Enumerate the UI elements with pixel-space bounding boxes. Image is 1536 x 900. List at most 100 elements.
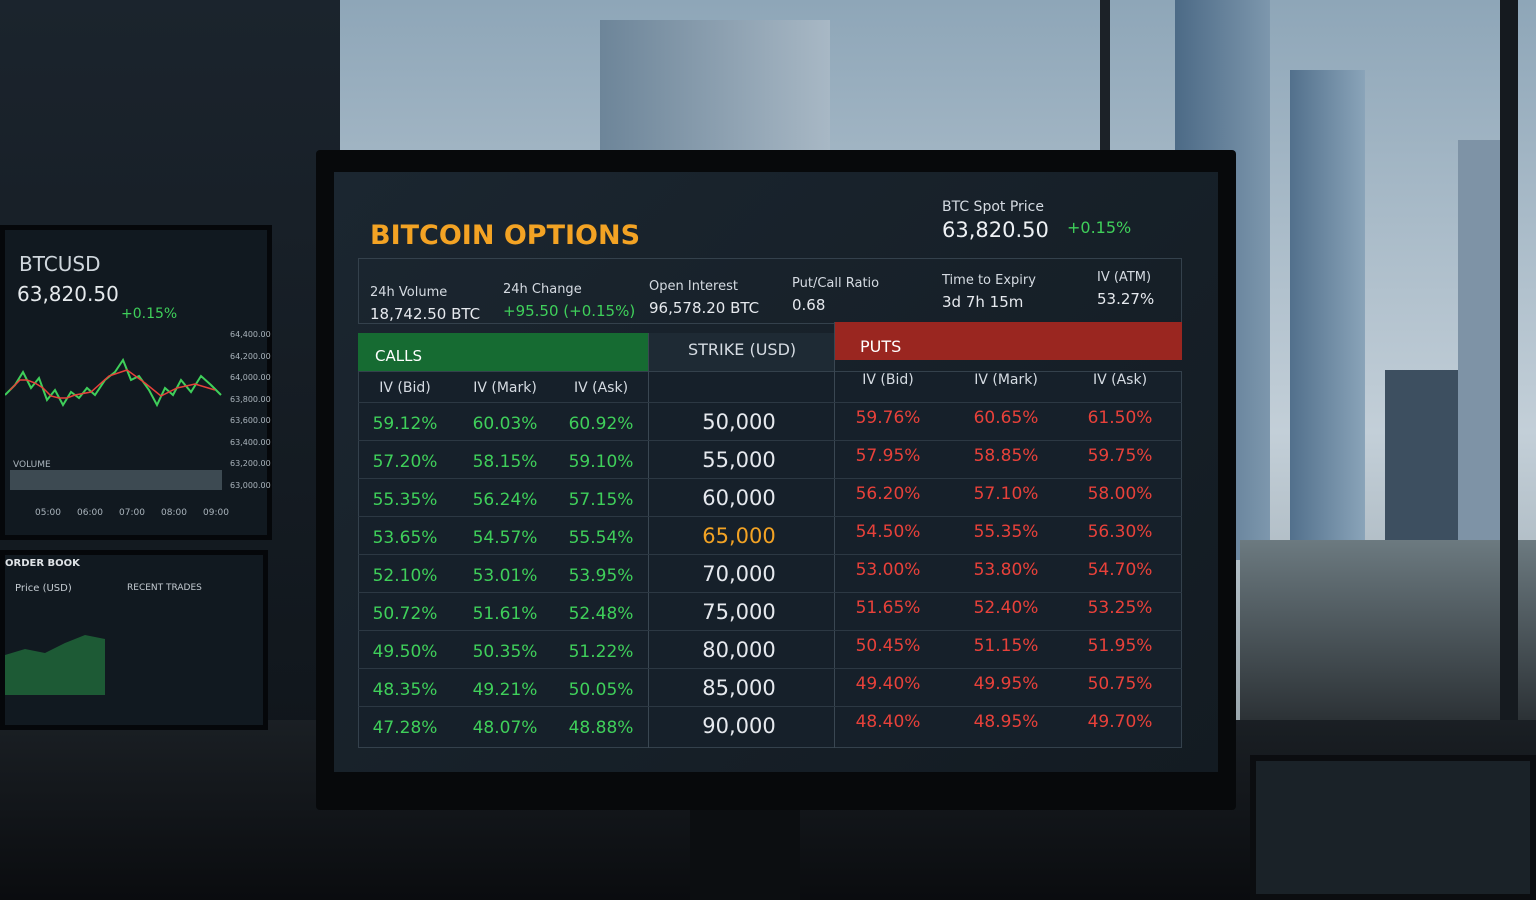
put-iv: 60.65%	[973, 408, 1039, 428]
call-iv: 48.35%	[372, 680, 438, 700]
put-iv: 51.15%	[973, 636, 1039, 656]
put-iv: 54.50%	[855, 522, 921, 542]
price-tick: 63,000.00	[230, 480, 271, 490]
spot-label: BTC Spot Price	[942, 199, 1044, 215]
price-tick: 63,200.00	[230, 459, 271, 468]
recent-trades-title: RECENT TRADES	[127, 583, 202, 593]
call-iv: 50.05%	[568, 680, 634, 700]
call-iv: 51.61%	[472, 604, 538, 624]
put-iv: 51.65%	[855, 598, 921, 618]
call-column-header: IV (Bid)	[379, 380, 431, 396]
price-line-red	[9, 369, 216, 399]
call-iv: 59.10%	[568, 452, 634, 472]
order-book-monitor: ORDER BOOK Price (USD) RECENT TRADES	[0, 550, 268, 730]
time-tick: 05:00	[35, 508, 61, 518]
call-iv: 47.28%	[372, 718, 438, 738]
candles	[5, 357, 222, 490]
order-book-title: ORDER BOOK	[5, 558, 80, 569]
monitor-stand	[690, 800, 800, 900]
call-iv: 50.35%	[472, 642, 538, 662]
depth-area	[5, 635, 105, 695]
time-tick: 09:00	[203, 508, 229, 518]
row-line	[358, 554, 1182, 555]
strike: 70,000	[702, 562, 776, 586]
calls-label: CALLS	[375, 347, 422, 365]
strike: 75,000	[702, 600, 776, 624]
spot-change: +0.15%	[1067, 218, 1132, 237]
puts-label: PUTS	[860, 337, 902, 356]
spot-value: 63,820.50	[942, 218, 1049, 242]
stat-value: +95.50 (+0.15%)	[503, 302, 636, 320]
call-iv: 51.22%	[568, 642, 634, 662]
stats-panel	[358, 258, 1182, 324]
put-iv: 59.75%	[1087, 446, 1153, 466]
put-iv: 53.25%	[1087, 598, 1153, 618]
put-iv: 53.80%	[973, 560, 1039, 580]
time-tick: 08:00	[161, 508, 187, 518]
strike: 90,000	[702, 714, 776, 738]
call-iv: 52.48%	[568, 604, 634, 624]
put-iv: 55.35%	[973, 522, 1039, 542]
call-iv: 60.03%	[472, 414, 538, 434]
put-iv: 59.76%	[855, 408, 921, 428]
call-iv: 60.92%	[568, 414, 634, 434]
window-mullion	[1500, 0, 1518, 720]
call-column-header: IV (Mark)	[473, 380, 537, 396]
put-iv: 56.20%	[855, 484, 921, 504]
building	[1458, 140, 1508, 560]
put-iv: 61.50%	[1087, 408, 1153, 428]
strike-label: STRIKE (USD)	[688, 340, 797, 359]
put-iv: 53.00%	[855, 560, 921, 580]
calls-header	[358, 333, 648, 371]
volume-bars	[10, 470, 222, 490]
divider	[834, 322, 835, 748]
put-column-header: IV (Mark)	[974, 372, 1038, 388]
call-iv: 48.88%	[568, 718, 634, 738]
put-iv: 48.95%	[973, 712, 1039, 732]
city-lower	[1240, 540, 1536, 720]
order-book-price-header: Price (USD)	[15, 583, 72, 594]
put-column-header: IV (Ask)	[1092, 372, 1148, 388]
put-column-header: IV (Bid)	[862, 372, 914, 388]
price-tick: 63,600.00	[230, 416, 271, 425]
price-tick: 63,800.00	[230, 394, 271, 404]
call-iv: 57.15%	[568, 490, 634, 510]
volume-label: VOLUME	[13, 460, 51, 470]
stat-label: 24h Volume	[370, 285, 448, 300]
put-iv: 50.45%	[855, 636, 921, 656]
strike: 50,000	[702, 410, 776, 434]
row-line	[358, 668, 1182, 669]
window-mullion	[1100, 0, 1110, 150]
stat-label: Open Interest	[649, 279, 738, 294]
put-iv: 57.10%	[973, 484, 1039, 504]
price-tick: 64,000.00	[230, 373, 271, 382]
stat-value: 18,742.50 BTC	[370, 305, 481, 323]
stat-label: Time to Expiry	[942, 273, 1036, 288]
strike: 80,000	[702, 638, 776, 662]
stat-value: 0.68	[792, 296, 826, 314]
put-iv: 52.40%	[973, 598, 1039, 618]
put-iv: 48.40%	[855, 712, 921, 732]
put-iv: 54.70%	[1087, 560, 1153, 580]
price: 63,820.50	[17, 282, 119, 306]
time-tick: 06:00	[77, 508, 103, 518]
strike-header	[648, 333, 834, 371]
call-iv: 57.20%	[372, 452, 438, 472]
stat-value: 53.27%	[1097, 290, 1155, 308]
price-tick: 64,200.00	[230, 351, 271, 361]
strike: 85,000	[702, 676, 776, 700]
call-iv: 55.35%	[372, 490, 438, 510]
put-iv: 49.95%	[973, 674, 1039, 694]
row-line	[358, 516, 1182, 517]
title: BITCOIN OPTIONS	[370, 220, 641, 251]
call-iv: 54.57%	[472, 528, 538, 548]
symbol: BTCUSD	[19, 252, 101, 276]
stat-label: IV (ATM)	[1097, 270, 1152, 285]
row-line	[358, 592, 1182, 593]
strike: 55,000	[702, 448, 776, 472]
stat-value: 96,578.20 BTC	[649, 299, 760, 317]
put-iv: 51.95%	[1087, 636, 1153, 656]
put-iv: 50.75%	[1087, 674, 1153, 694]
side-monitor: BTCUSD 63,820.50 +0.15% 64,400.00 64,200.…	[0, 225, 272, 540]
put-iv: 56.30%	[1087, 522, 1153, 542]
